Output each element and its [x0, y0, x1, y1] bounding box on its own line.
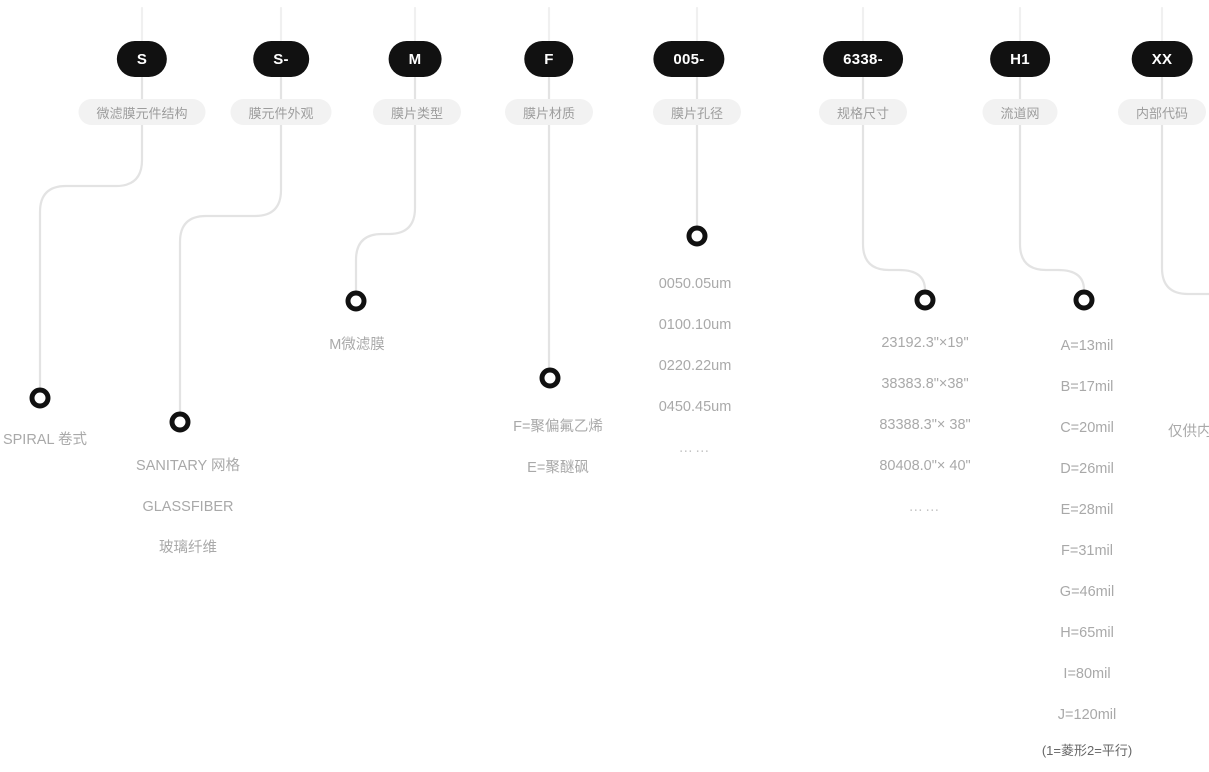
ring-node-icon [169, 411, 191, 433]
category-chip[interactable]: 膜元件外观 [230, 99, 332, 125]
value-list: 仅供内部 [1168, 412, 1209, 453]
value-list: SPIRAL 卷式 [3, 420, 87, 461]
ring-node-icon [1073, 289, 1095, 311]
value-item: …… [908, 499, 942, 515]
value-list: SANITARY 网格 GLASSFIBER 玻璃纤维 [136, 446, 240, 569]
code-pill[interactable]: S [116, 41, 168, 77]
value-item: J=120mil [1057, 707, 1117, 723]
value-item: F=聚偏氟乙烯 [513, 419, 603, 435]
value-item: G=46mil [1059, 584, 1115, 600]
value-item: SPIRAL 卷式 [2, 432, 88, 448]
value-item: D=26mil [1060, 461, 1114, 477]
value-item: 80408.0"× 40" [879, 458, 971, 474]
value-item: 23192.3"×19" [881, 335, 969, 351]
connector-line-s-dash [178, 76, 283, 414]
value-item: I=80mil [1063, 666, 1111, 682]
ring-node-icon [686, 225, 708, 247]
value-list: 0050.05um 0100.10um 0220.22um 0450.45um …… [659, 264, 732, 469]
category-chip[interactable]: 流道网 [982, 99, 1058, 125]
value-item: 玻璃纤维 [158, 540, 217, 556]
code-pill[interactable]: 005- [653, 41, 725, 77]
code-pill[interactable]: F [524, 41, 574, 77]
code-pill[interactable]: H1 [990, 41, 1050, 77]
code-pill[interactable]: M [388, 41, 442, 77]
value-item: GLASSFIBER [142, 499, 234, 515]
value-list: M微滤膜 [329, 325, 385, 366]
ring-node-icon [345, 290, 367, 312]
value-item: …… [678, 440, 712, 456]
value-item: 0450.45um [658, 399, 732, 415]
value-item: (1=菱形2=平行) [1041, 743, 1133, 758]
category-chip[interactable]: 规格尺寸 [818, 99, 908, 125]
value-item: B=17mil [1060, 379, 1114, 395]
value-item: M微滤膜 [329, 337, 385, 353]
category-chip[interactable]: 膜片类型 [372, 99, 462, 125]
value-item: H=65mil [1060, 625, 1114, 641]
value-item: 83388.3"× 38" [879, 417, 971, 433]
category-chip[interactable]: 膜片孔径 [652, 99, 742, 125]
value-item: 仅供内部 [1168, 424, 1209, 440]
value-item: C=20mil [1060, 420, 1114, 436]
ring-node-icon [29, 387, 51, 409]
value-item: E=聚醚砜 [527, 460, 589, 476]
value-item: E=28mil [1060, 502, 1114, 518]
value-item: SANITARY 网格 [136, 458, 240, 474]
ring-node-icon [914, 289, 936, 311]
value-item: 0050.05um [658, 276, 732, 292]
code-pill[interactable]: XX [1131, 41, 1193, 77]
value-item: F=31mil [1061, 543, 1113, 559]
value-item: 0220.22um [658, 358, 732, 374]
value-item: A=13mil [1060, 338, 1114, 354]
value-item: 38383.8"×38" [881, 376, 969, 392]
value-item: 0100.10um [658, 317, 732, 333]
value-list: 23192.3"×19" 38383.8"×38" 83388.3"× 38" 804… [879, 323, 970, 528]
value-list: F=聚偏氟乙烯 E=聚醚砜 [513, 407, 603, 489]
category-chip[interactable]: 内部代码 [1117, 99, 1207, 125]
code-pill[interactable]: S- [253, 41, 309, 77]
code-pill[interactable]: 6338- [823, 41, 903, 77]
category-chip[interactable]: 膜片材质 [504, 99, 594, 125]
value-list: A=13mil B=17mil C=20mil D=26mil E=28mil F=31m… [1042, 326, 1132, 766]
category-chip[interactable]: 微滤膜元件结构 [78, 99, 206, 125]
ring-node-icon [539, 367, 561, 389]
